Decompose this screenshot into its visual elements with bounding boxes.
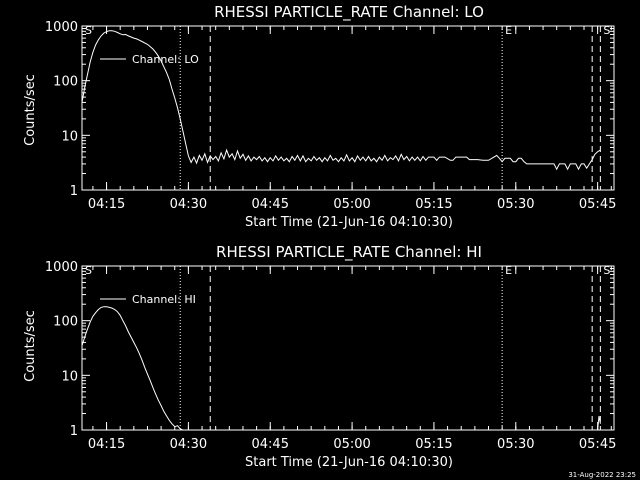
x-tick-label: 05:30 (497, 437, 534, 452)
legend-label: Channel: LO (132, 53, 199, 66)
hi-channel-panel: RHESSI PARTICLE_RATE Channel: HI Counts/… (23, 243, 616, 470)
y-tick-label: 100 (53, 75, 78, 90)
x-tick-label: 05:45 (579, 437, 616, 452)
x-tick-label: 05:30 (497, 197, 534, 212)
legend-label: Channel: HI (132, 293, 196, 306)
chart-title: RHESSI PARTICLE_RATE Channel: HI (216, 243, 482, 262)
series-line (597, 415, 601, 431)
y-tick-label: 10 (61, 129, 78, 144)
event-marker-label: S (85, 24, 92, 37)
event-marker-label: E (505, 24, 512, 37)
series-line (81, 30, 601, 171)
y-axis-label: Counts/sec (23, 74, 38, 146)
y-tick-label: 1000 (45, 20, 78, 35)
x-tick-label: 05:15 (415, 197, 452, 212)
y-tick-label: 100 (53, 315, 78, 330)
x-axis-label: Start Time (21-Jun-16 04:10:30) (245, 455, 453, 470)
event-marker-label: E (505, 264, 512, 277)
chart-title: RHESSI PARTICLE_RATE Channel: LO (214, 3, 484, 22)
y-axis-label: Counts/sec (23, 310, 38, 382)
plot-frame (81, 25, 615, 191)
x-tick-label: 04:30 (170, 437, 207, 452)
x-tick-label: 04:45 (252, 437, 289, 452)
x-tick-label: 05:45 (579, 197, 616, 212)
x-tick-label: 05:15 (415, 437, 452, 452)
event-marker-label: S (603, 264, 610, 277)
event-marker-label: S (603, 24, 610, 37)
x-tick-label: 04:30 (170, 197, 207, 212)
y-tick-label: 1 (70, 184, 78, 199)
x-tick-label: 05:00 (333, 197, 370, 212)
x-tick-label: 04:15 (88, 197, 125, 212)
footer-timestamp: 31-Aug-2022 23:25 (568, 471, 636, 479)
lo-channel-panel: RHESSI PARTICLE_RATE Channel: LO Counts/… (23, 3, 616, 230)
x-tick-label: 04:15 (88, 437, 125, 452)
plot-frame (81, 265, 615, 431)
series-line (81, 306, 184, 431)
x-axis-label: Start Time (21-Jun-16 04:10:30) (245, 215, 453, 230)
x-tick-label: 05:00 (333, 437, 370, 452)
y-tick-label: 1000 (45, 260, 78, 275)
y-tick-label: 1 (70, 424, 78, 439)
event-marker-label: S (85, 264, 92, 277)
y-tick-label: 10 (61, 369, 78, 384)
x-tick-label: 04:45 (252, 197, 289, 212)
